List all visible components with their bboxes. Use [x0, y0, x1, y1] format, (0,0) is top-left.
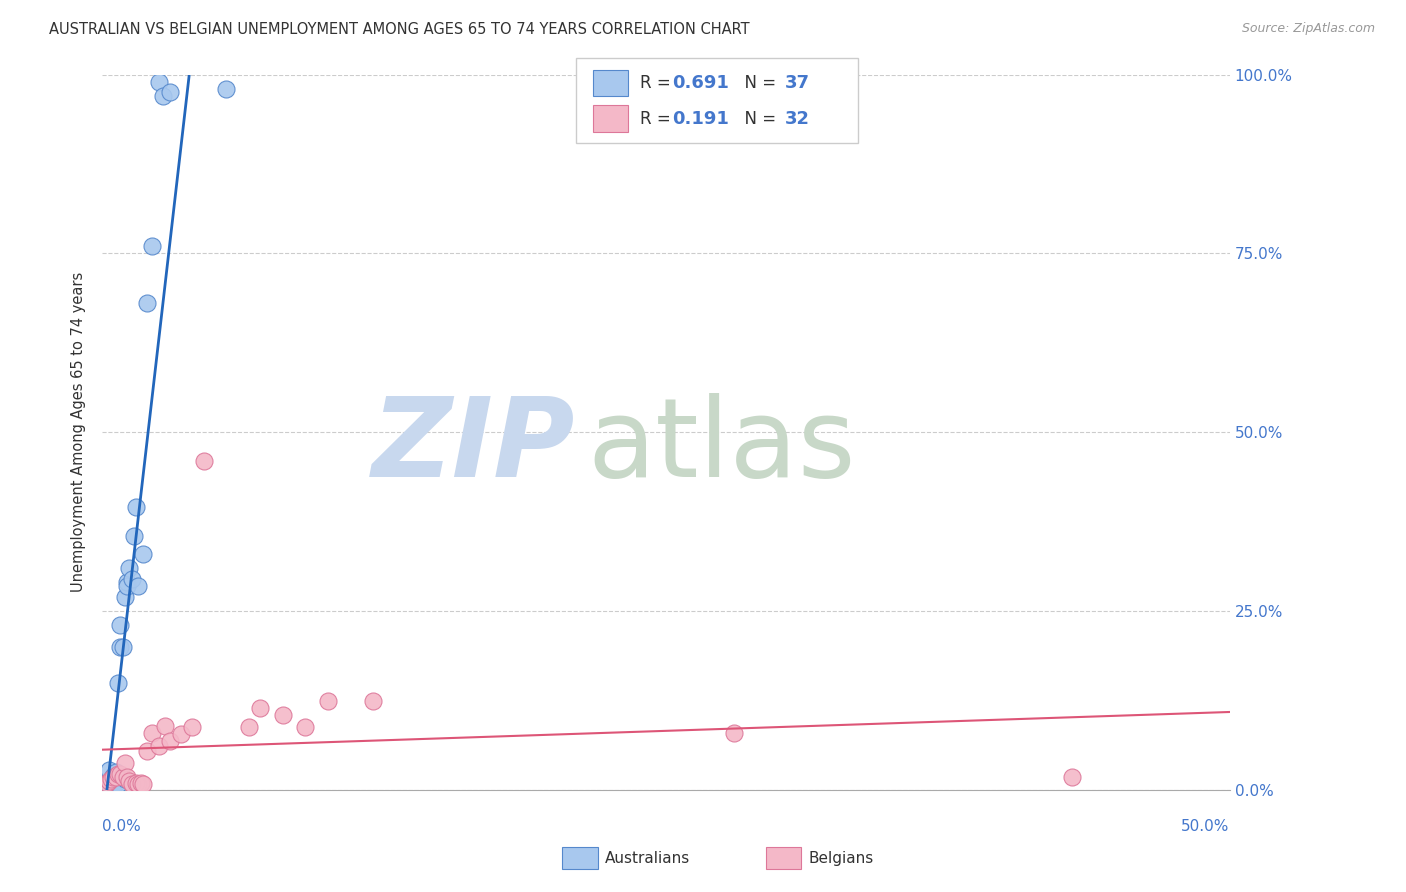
Point	[122, 529, 145, 543]
Point	[125, 500, 148, 515]
Point	[111, 640, 134, 654]
Point	[170, 727, 193, 741]
Point	[104, 770, 127, 784]
Text: Australians: Australians	[605, 851, 690, 865]
Point	[115, 575, 138, 590]
Point	[132, 547, 155, 561]
Text: 37: 37	[785, 74, 810, 92]
Point	[107, 767, 129, 781]
Point	[132, 777, 155, 791]
Point	[114, 772, 136, 787]
Text: 0.0%: 0.0%	[103, 819, 141, 833]
Point	[181, 720, 204, 734]
Point	[271, 707, 294, 722]
Point	[136, 743, 159, 757]
Point	[98, 776, 121, 790]
Text: 0.191: 0.191	[672, 110, 728, 128]
Point	[129, 776, 152, 790]
Point	[107, 675, 129, 690]
Point	[103, 777, 125, 791]
Point	[103, 772, 125, 787]
Point	[294, 720, 316, 734]
Point	[96, 776, 118, 790]
Text: Belgians: Belgians	[808, 851, 873, 865]
Text: ZIP: ZIP	[373, 393, 576, 500]
Point	[103, 770, 125, 784]
Point	[98, 780, 121, 794]
Point	[104, 765, 127, 780]
Point	[121, 777, 143, 791]
Point	[100, 772, 122, 787]
Point	[115, 770, 138, 784]
Point	[104, 776, 127, 790]
Point	[316, 693, 339, 707]
Text: Source: ZipAtlas.com: Source: ZipAtlas.com	[1241, 22, 1375, 36]
Point	[96, 780, 118, 794]
Point	[136, 296, 159, 310]
Point	[723, 725, 745, 739]
Point	[127, 777, 149, 791]
Text: R =: R =	[640, 74, 676, 92]
Point	[125, 776, 148, 790]
Point	[115, 579, 138, 593]
Text: 50.0%: 50.0%	[1181, 819, 1230, 833]
Point	[96, 777, 118, 791]
Text: 32: 32	[785, 110, 810, 128]
Text: 0.691: 0.691	[672, 74, 728, 92]
Point	[100, 776, 122, 790]
Point	[107, 777, 129, 791]
Point	[249, 700, 271, 714]
Point	[141, 725, 163, 739]
Text: atlas: atlas	[588, 393, 855, 500]
Point	[238, 720, 260, 734]
Point	[104, 769, 127, 783]
Point	[110, 618, 132, 632]
Point	[155, 718, 177, 732]
Point	[361, 693, 384, 707]
Point	[118, 774, 141, 789]
Point	[114, 590, 136, 604]
Point	[103, 776, 125, 790]
Point	[152, 89, 174, 103]
Point	[111, 770, 134, 784]
Point	[100, 777, 122, 791]
Point	[159, 86, 181, 100]
Point	[148, 75, 170, 89]
Point	[159, 734, 181, 748]
Point	[98, 774, 121, 789]
Point	[100, 772, 122, 787]
Point	[93, 780, 115, 794]
Text: N =: N =	[734, 74, 782, 92]
Point	[114, 756, 136, 770]
Point	[141, 239, 163, 253]
Text: N =: N =	[734, 110, 782, 128]
Text: AUSTRALIAN VS BELGIAN UNEMPLOYMENT AMONG AGES 65 TO 74 YEARS CORRELATION CHART: AUSTRALIAN VS BELGIAN UNEMPLOYMENT AMONG…	[49, 22, 749, 37]
Point	[103, 769, 125, 783]
Point	[118, 561, 141, 575]
Point	[193, 454, 215, 468]
Point	[148, 739, 170, 753]
Point	[121, 572, 143, 586]
Point	[1060, 770, 1083, 784]
Text: R =: R =	[640, 110, 676, 128]
Point	[110, 767, 132, 781]
Point	[127, 579, 149, 593]
Point	[110, 640, 132, 654]
Point	[98, 763, 121, 777]
Y-axis label: Unemployment Among Ages 65 to 74 years: Unemployment Among Ages 65 to 74 years	[72, 272, 86, 592]
Point	[215, 82, 238, 96]
